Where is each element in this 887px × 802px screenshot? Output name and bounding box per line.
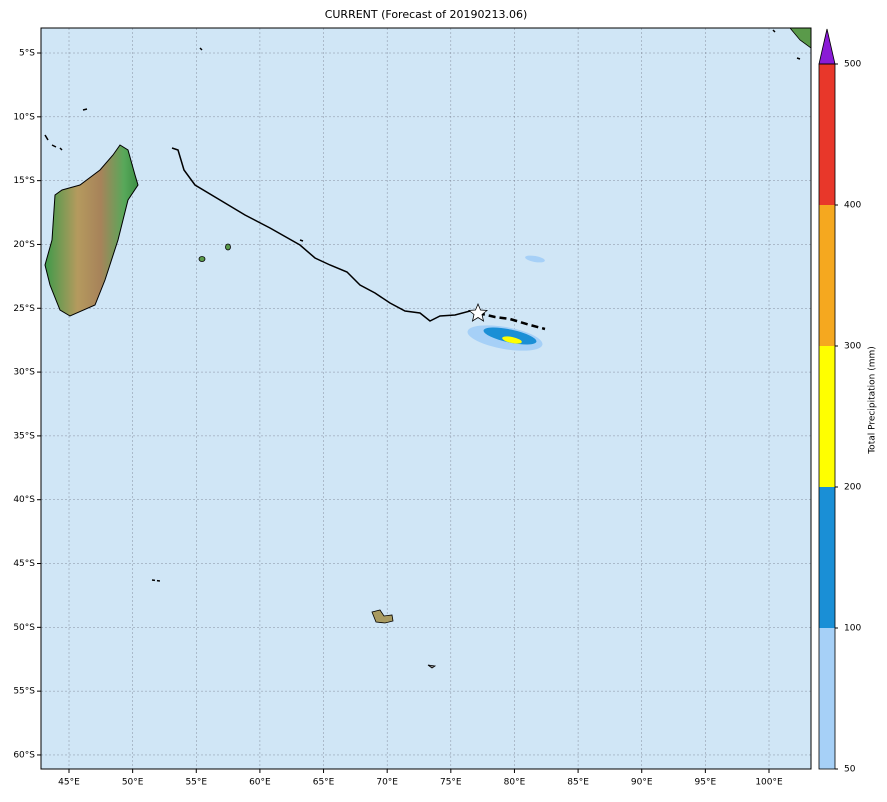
x-tick-label: 80°E [504, 778, 526, 788]
x-tick-label: 90°E [631, 778, 653, 788]
past-track [171, 147, 479, 322]
colorbar-segment [819, 628, 835, 769]
y-tick-label: 40°S [13, 495, 35, 505]
precip-area [502, 336, 522, 344]
x-tick-label: 45°E [58, 778, 80, 788]
x-tick-label: 100°E [755, 778, 783, 788]
island [225, 243, 231, 251]
colorbar-tick-label: 500 [844, 60, 861, 70]
y-tick-label: 45°S [13, 559, 35, 569]
island [151, 579, 161, 582]
madagascar [44, 144, 139, 317]
y-tick-label: 35°S [13, 431, 35, 441]
y-tick-label: 15°S [13, 176, 35, 186]
land-edge [789, 28, 811, 49]
map-frame [40, 27, 812, 770]
x-tick-label: 50°E [122, 778, 144, 788]
ocean [41, 28, 811, 769]
colorbar-segment [819, 64, 835, 205]
x-tick-label: 70°E [376, 778, 398, 788]
y-tick-label: 60°S [13, 750, 35, 760]
colorbar-segment [819, 487, 835, 628]
x-tick-label: 55°E [185, 778, 207, 788]
precip-area [525, 255, 545, 263]
y-tick-label: 5°S [19, 49, 35, 59]
colorbar-tick-label: 100 [844, 624, 861, 634]
x-tick-label: 75°E [440, 778, 462, 788]
y-tick-label: 30°S [13, 368, 35, 378]
storm-position [467, 302, 489, 322]
colorbar-extend [818, 28, 836, 65]
land [44, 28, 811, 669]
precipitation [467, 255, 545, 351]
colorbar-segment [819, 205, 835, 346]
colorbar-tick-label: 50 [844, 765, 856, 775]
island [427, 664, 437, 669]
x-tick-label: 85°E [567, 778, 589, 788]
island [371, 609, 394, 624]
x-tick-label: 95°E [695, 778, 717, 788]
map-title: CURRENT (Forecast of 20190213.06) [325, 8, 528, 21]
island [198, 256, 206, 262]
y-tick-label: 20°S [13, 240, 35, 250]
colorbar-tick-label: 400 [844, 201, 861, 211]
colorbar-segment [819, 346, 835, 487]
islets [44, 29, 801, 242]
colorbar-tick-label: 300 [844, 342, 861, 352]
colorbar-tick-label: 200 [844, 483, 861, 493]
y-tick-label: 55°S [13, 687, 35, 697]
y-tick-label: 10°S [13, 112, 35, 122]
x-tick-label: 60°E [249, 778, 271, 788]
forecast-track [477, 311, 546, 331]
x-tick-label: 65°E [313, 778, 335, 788]
y-tick-label: 25°S [13, 304, 35, 314]
colorbar-frame [818, 63, 836, 770]
precip-area [483, 327, 537, 345]
colorbar-label: Total Precipitation (mm) [868, 346, 878, 455]
storm-track [171, 147, 546, 331]
y-tick-label: 50°S [13, 623, 35, 633]
